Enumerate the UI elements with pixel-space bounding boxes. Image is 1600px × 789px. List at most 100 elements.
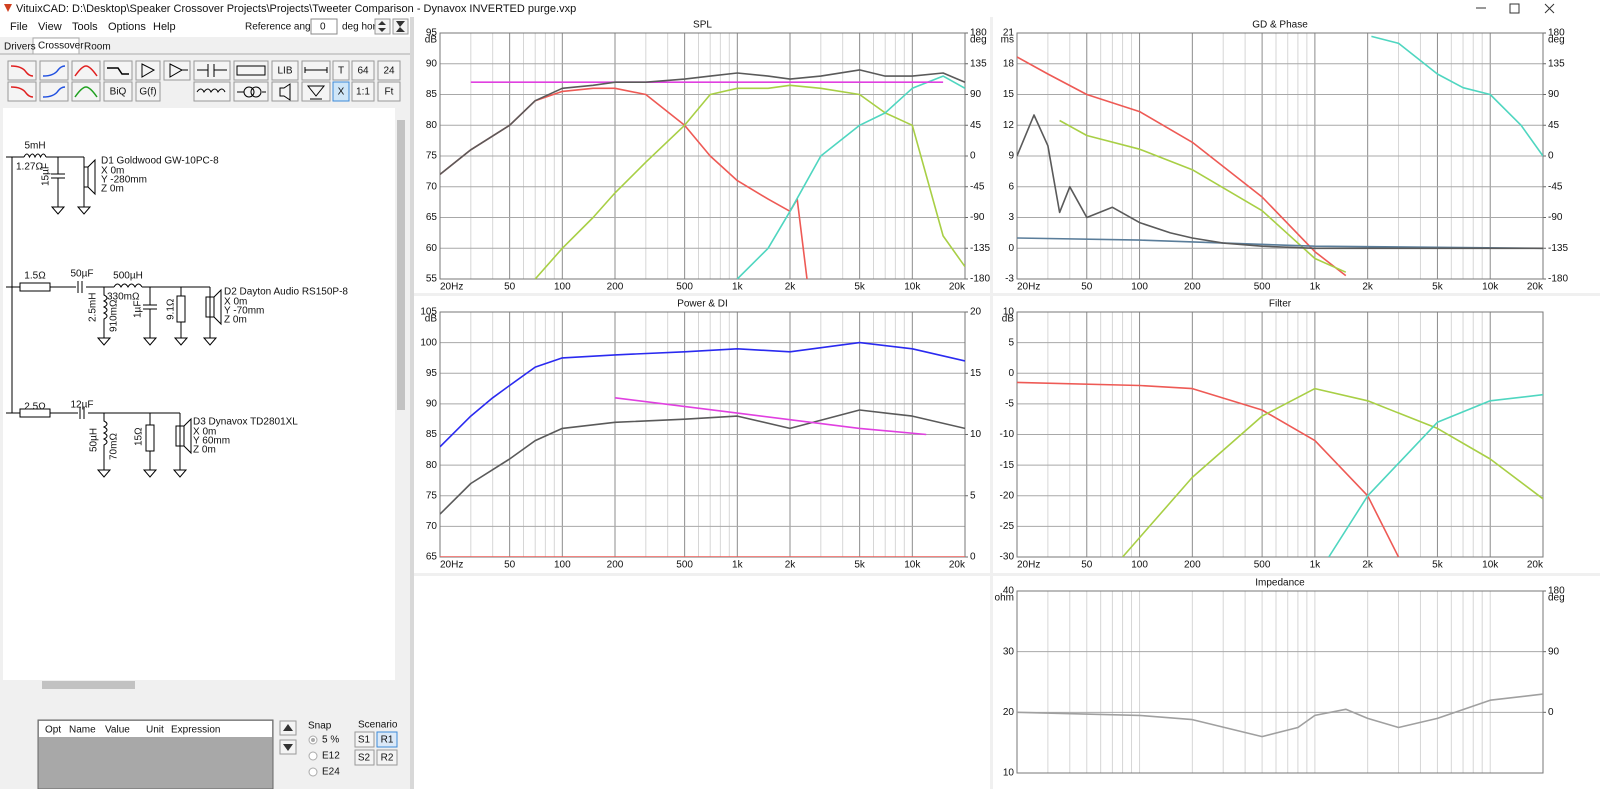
snap-option[interactable]: E12 xyxy=(322,751,340,762)
scroll-thumb[interactable] xyxy=(42,681,135,689)
button-label[interactable]: G(f) xyxy=(139,87,156,98)
tool-button[interactable] xyxy=(39,60,69,81)
y-tick-label: 15 xyxy=(1003,89,1015,100)
splitter[interactable] xyxy=(410,17,414,789)
tool-button[interactable] xyxy=(135,60,161,81)
x-tick-label: 2k xyxy=(1362,282,1374,293)
tab[interactable]: Drivers xyxy=(4,42,36,53)
chart-panel xyxy=(993,17,1600,293)
tool-button[interactable] xyxy=(135,81,161,102)
restore[interactable] xyxy=(1509,3,1520,14)
tool-button[interactable] xyxy=(377,60,401,81)
tool-button[interactable] xyxy=(7,60,37,81)
data-line xyxy=(440,69,965,176)
column-header[interactable]: Name xyxy=(69,725,96,736)
tool-button[interactable] xyxy=(233,60,269,81)
tab[interactable]: Room xyxy=(84,42,111,53)
scenario-label[interactable]: S2 xyxy=(358,753,371,764)
scenario-button[interactable] xyxy=(376,731,398,748)
tool-button[interactable] xyxy=(193,60,231,81)
tool-button-active[interactable] xyxy=(332,81,350,102)
scroll-thumb[interactable] xyxy=(397,120,405,410)
scenario-button[interactable] xyxy=(376,749,398,766)
reference-input[interactable] xyxy=(310,18,338,35)
x-tick-label: 5k xyxy=(854,282,866,293)
button-label[interactable]: X xyxy=(338,87,345,98)
x-tick-label: 10k xyxy=(1482,560,1499,571)
part-label: 50µH xyxy=(89,428,100,452)
y-tick-label: 105 xyxy=(420,307,437,318)
tool-button[interactable] xyxy=(71,81,101,102)
chart-title: Filter xyxy=(1269,299,1292,310)
scenario-label[interactable]: S1 xyxy=(358,735,371,746)
icon xyxy=(197,64,227,77)
snap-option[interactable]: 5 % xyxy=(322,735,339,746)
reference-value[interactable]: 0 xyxy=(320,22,326,33)
y2-tick-label: 90 xyxy=(970,89,982,100)
y-tick-label: 80 xyxy=(426,460,438,471)
tool-button[interactable] xyxy=(7,81,37,102)
button-label[interactable]: LIB xyxy=(277,66,292,77)
tool-button[interactable] xyxy=(377,81,401,102)
y2-tick-label: 5 xyxy=(970,490,976,501)
scenario-button[interactable] xyxy=(354,749,375,766)
data-line xyxy=(440,341,965,448)
icon xyxy=(10,86,34,98)
scenario-button[interactable] xyxy=(354,731,375,748)
tool-button[interactable] xyxy=(271,60,299,81)
column-header[interactable]: Opt xyxy=(45,725,61,736)
app-icon xyxy=(4,4,12,12)
tool-button[interactable] xyxy=(271,81,299,102)
snap-option[interactable]: E24 xyxy=(322,767,340,778)
tool-button[interactable] xyxy=(351,81,375,102)
menu-item[interactable]: Help xyxy=(153,21,176,33)
y-tick-label: -20 xyxy=(1000,490,1015,501)
column-header[interactable]: Expression xyxy=(171,725,220,736)
spin-button[interactable] xyxy=(374,18,391,35)
button-label[interactable]: BiQ xyxy=(110,87,127,98)
scenario-label[interactable]: R2 xyxy=(381,753,394,764)
tab[interactable]: Crossover xyxy=(38,41,84,52)
y-unit: dB xyxy=(425,314,438,325)
button-label[interactable]: 1:1 xyxy=(356,87,370,98)
menu-item[interactable]: Tools xyxy=(72,21,98,33)
tool-button[interactable] xyxy=(301,81,331,102)
menu-item[interactable]: View xyxy=(38,21,62,33)
tool-button[interactable] xyxy=(71,60,101,81)
radio[interactable] xyxy=(308,767,318,777)
scrollbar[interactable] xyxy=(3,680,395,690)
icon xyxy=(74,86,98,98)
tool-button[interactable] xyxy=(351,60,375,81)
tool-button[interactable] xyxy=(39,81,69,102)
tool-button[interactable] xyxy=(193,81,231,102)
y-tick-label: 95 xyxy=(426,28,438,39)
part-label: 1.5Ω xyxy=(24,271,46,282)
y-tick-label: 9 xyxy=(1008,151,1014,162)
menu-item[interactable]: File xyxy=(10,21,28,33)
data-line xyxy=(1121,387,1543,557)
y2-unit: deg xyxy=(970,35,987,46)
spin-button[interactable] xyxy=(392,18,409,35)
button-label[interactable]: 64 xyxy=(357,66,369,77)
tool-button[interactable] xyxy=(103,81,133,102)
menu-item[interactable]: Options xyxy=(108,21,146,33)
data-line xyxy=(736,75,965,279)
close[interactable] xyxy=(1544,3,1555,14)
x-tick-label: 10k xyxy=(904,282,921,293)
y-tick-label: 6 xyxy=(1008,181,1014,192)
button-label[interactable]: Ft xyxy=(385,87,394,98)
column-header[interactable]: Unit xyxy=(146,725,164,736)
button-label[interactable]: T xyxy=(338,66,344,77)
x-tick-label: 2k xyxy=(785,282,797,293)
scenario-label[interactable]: R1 xyxy=(381,735,394,746)
radio[interactable] xyxy=(308,751,318,761)
column-header[interactable]: Value xyxy=(105,725,130,736)
y-tick-label: -25 xyxy=(1000,521,1015,532)
icon xyxy=(169,63,188,78)
tool-button[interactable] xyxy=(103,60,133,81)
button-label[interactable]: 24 xyxy=(383,66,395,77)
y-tick-label: 18 xyxy=(1003,58,1015,69)
resistor xyxy=(19,282,51,292)
tool-button[interactable] xyxy=(332,60,350,81)
driver-position: Y 60mm xyxy=(193,436,230,447)
